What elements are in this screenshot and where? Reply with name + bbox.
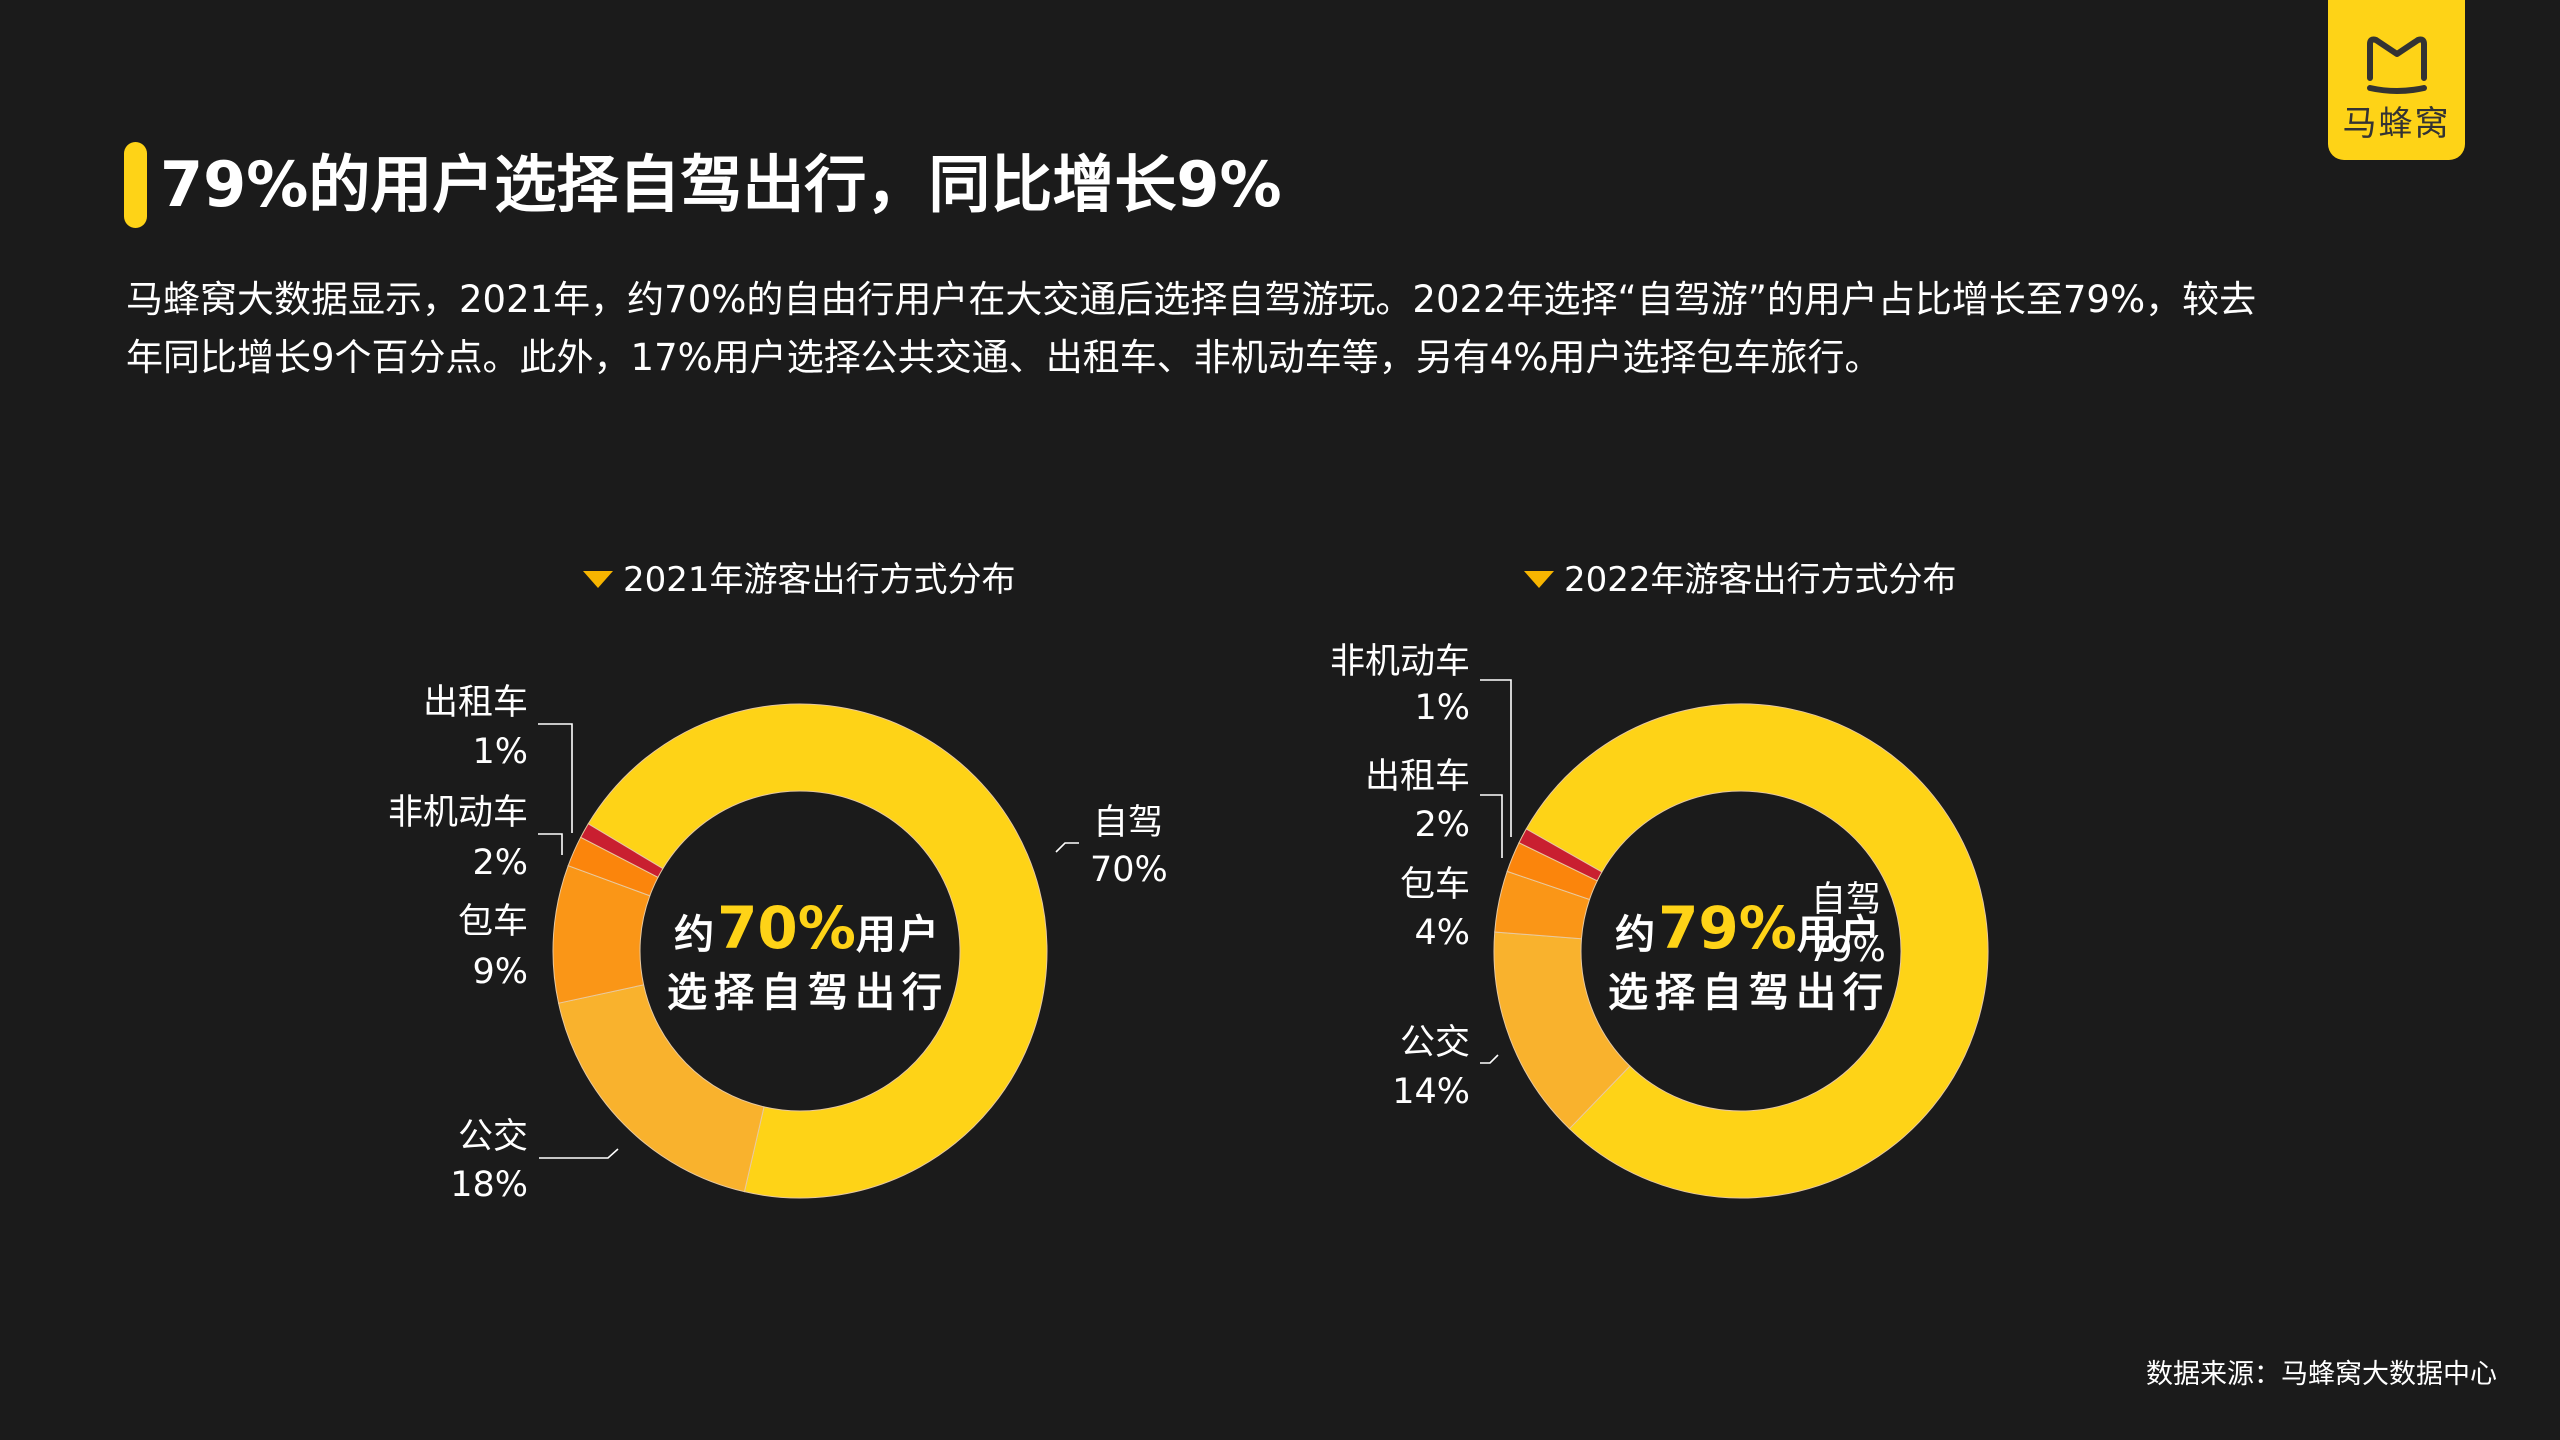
label-value: 9% [472,952,528,992]
leader-line-bike-2022 [1480,679,1512,837]
label-name: 非机动车 [1329,642,1470,682]
chart-2021-title-text: 2021年游客出行方式分布 [623,560,1016,600]
donut-2021 [552,703,1048,1199]
center-line-2: 选择自驾出行 [667,970,949,1016]
label-bike-2021: 非机动车 2% [388,791,528,885]
center-suffix: 用户 [1796,912,1883,958]
mafengwo-logo: 马蜂窝 [2328,0,2465,160]
label-name: 出租车 [1364,757,1470,797]
label-bike-2022: 非机动车 1% [1330,640,1470,730]
leader-line-bus-2022 [1480,1054,1499,1064]
label-name: 公交 [1399,1023,1470,1063]
center-line-2: 选择自驾出行 [1608,970,1890,1016]
chart-2021-title: 2021年游客出行方式分布 [583,558,1016,602]
leader-line-bus-2021 [539,1148,619,1159]
label-bus-2022: 公交 14% [1392,1021,1470,1114]
label-name: 非机动车 [387,793,528,833]
donut-2022 [1493,703,1989,1199]
description: 马蜂窝大数据显示，2021年，约70%的自由行用户在大交通后选择自驾游玩。202… [126,271,2456,387]
center-highlight-value: 79% [1658,894,1797,962]
leader-line-self-2021 [1055,842,1079,853]
title-accent-bar [124,142,147,228]
label-charter-2022: 包车 4% [1400,863,1470,955]
donut-2021-center-text: 约70%用户 选择自驾出行 [648,898,968,1021]
center-prefix: 约 [674,912,718,958]
label-value: 1% [472,732,528,772]
chart-2022-title-text: 2022年游客出行方式分布 [1564,560,1957,600]
triangle-down-icon [583,571,613,588]
chart-2022-title: 2022年游客出行方式分布 [1524,558,1957,602]
leader-line-taxi-2021 [538,723,573,833]
triangle-down-icon [1524,571,1554,588]
label-value: 18% [450,1165,528,1205]
mafengwo-m-icon [2367,36,2427,94]
label-name: 包车 [457,902,528,942]
label-value: 2% [472,843,528,883]
label-name: 公交 [457,1117,528,1157]
description-line-1: 马蜂窝大数据显示，2021年，约70%的自由行用户在大交通后选择自驾游玩。202… [126,278,2257,321]
center-prefix: 约 [1615,912,1659,958]
label-value: 2% [1414,805,1470,845]
label-taxi-2022: 出租车 2% [1365,755,1470,847]
donut-segment-0 [1525,703,1989,1199]
label-name: 包车 [1399,865,1470,905]
donut-segment-4 [1518,828,1603,882]
label-value: 4% [1414,913,1470,953]
leader-line-taxi-2022 [1480,794,1503,858]
leader-lines [538,679,1512,1159]
label-name: 自驾 [1811,880,1882,920]
donut-2022-center-text: 约 79%用户 选择自驾出行 [1589,898,1909,1021]
data-source: 数据来源：马蜂窝大数据中心 [2146,1359,2497,1390]
label-self-2021: 自驾 70% [1090,801,1168,892]
label-value: 1% [1414,688,1470,728]
page-title: 79%的用户选择自驾出行，同比增长9% [160,148,1282,221]
label-value: 79% [1808,930,1886,970]
label-value: 14% [1392,1072,1470,1112]
label-value: 70% [1090,850,1168,890]
label-self-2022: 自驾 79% [1808,878,1886,972]
donut-segment-4 [580,823,664,879]
leader-line-bike-2021 [538,833,563,855]
label-taxi-2021: 出租车 1% [423,681,528,774]
label-name: 自驾 [1093,803,1164,843]
label-charter-2021: 包车 9% [458,900,528,994]
label-bus-2021: 公交 18% [450,1115,528,1207]
center-highlight-value: 70% [717,894,856,962]
donut-segment-0 [587,703,1048,1199]
label-name: 出租车 [422,683,528,723]
logo-text: 马蜂窝 [2342,104,2451,144]
center-suffix: 用户 [855,912,942,958]
description-line-2: 年同比增长9个百分点。此外，17%用户选择公共交通、出租车、非机动车等，另有4%… [126,336,1882,379]
